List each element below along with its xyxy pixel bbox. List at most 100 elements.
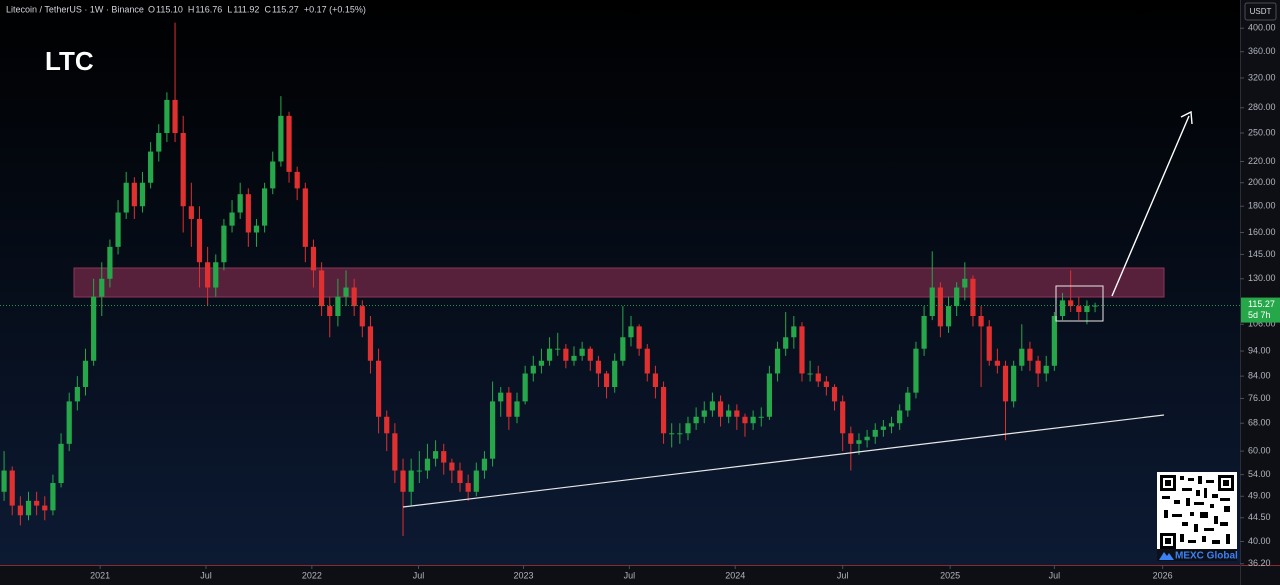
candle-body <box>555 348 561 350</box>
qr-code: MEXC Global <box>1157 472 1238 562</box>
candle-body <box>644 348 650 374</box>
watermark-logo <box>1159 552 1174 560</box>
candle-body <box>1084 305 1090 312</box>
y-tick-label: 106.00 <box>1248 319 1276 329</box>
candle-body <box>278 115 284 162</box>
candle-body <box>123 182 129 213</box>
candle-body <box>856 440 862 444</box>
x-tick-label: 2024 <box>725 570 745 580</box>
candle-body <box>424 458 431 471</box>
y-tick-label: 400.00 <box>1248 23 1276 33</box>
candle-body <box>823 381 829 387</box>
candle-body <box>693 416 699 424</box>
candle-body <box>677 433 683 435</box>
candle-body <box>148 151 154 183</box>
candle-body <box>25 500 32 516</box>
candle-body <box>449 462 455 471</box>
candle-body <box>579 348 585 356</box>
candle-body <box>970 278 976 317</box>
candle-body <box>685 423 691 434</box>
candle-body <box>302 188 308 247</box>
candle-body <box>172 99 178 134</box>
currency: USDT <box>1250 7 1272 16</box>
candle-body <box>335 296 341 317</box>
trendline <box>402 414 1165 508</box>
candle-body <box>758 416 764 418</box>
candle-body <box>669 433 675 435</box>
qr-finder-dot <box>1223 480 1229 486</box>
candle-body <box>929 287 935 317</box>
y-tick-label: 250.00 <box>1248 127 1276 137</box>
candle-body <box>612 360 618 387</box>
candle-body <box>563 348 569 361</box>
x-tick-label: 2022 <box>302 570 322 580</box>
candle-body <box>848 433 854 444</box>
candle-body <box>359 306 365 327</box>
candle-body <box>115 212 121 247</box>
candle-body <box>766 373 773 417</box>
annotation: LTC <box>45 46 94 76</box>
candle-body <box>660 386 667 434</box>
candle-body <box>571 355 577 361</box>
candle-body <box>91 296 97 361</box>
consolidation-box <box>1055 285 1104 322</box>
y-tick-label: 200.00 <box>1248 177 1276 187</box>
resistance-zone <box>73 267 1165 298</box>
candle-body <box>50 483 56 511</box>
ohlc-label: L <box>227 4 232 14</box>
watermark-background <box>1157 549 1237 561</box>
x-tick-label: Jul <box>1049 570 1061 580</box>
y-tick-label: 76.00 <box>1248 393 1271 403</box>
ohlc-label: O <box>148 4 155 14</box>
candle-body <box>74 386 80 402</box>
x-tick-label: 2023 <box>514 570 534 580</box>
candle-body <box>457 470 463 484</box>
candle-body <box>319 270 325 307</box>
candle-body <box>473 470 479 492</box>
candle-body <box>921 316 927 349</box>
candle-body <box>799 326 805 374</box>
candle-body <box>726 410 732 417</box>
y-tick-label: 180.00 <box>1248 201 1276 211</box>
candle-body <box>1059 300 1066 317</box>
candle-body <box>783 337 789 349</box>
candle-body <box>603 373 610 387</box>
candle-body <box>367 326 374 361</box>
ohlc-value: 116.76 <box>195 4 222 14</box>
y-tick-label: 160.00 <box>1248 227 1276 237</box>
candle-body <box>465 483 471 492</box>
candle-body <box>791 326 797 338</box>
candle-body <box>205 262 211 288</box>
ohlc-label: H <box>188 4 195 14</box>
y-tick-label: 54.00 <box>1248 469 1271 479</box>
candle-body <box>286 115 292 172</box>
last-price-tag <box>1241 297 1280 323</box>
candle-body <box>229 212 235 226</box>
candle-body <box>636 326 642 349</box>
candle-body <box>937 287 943 327</box>
ohlc-value: 115.27 <box>272 4 299 14</box>
candle-body <box>384 416 390 434</box>
qr-modules <box>1162 476 1230 544</box>
candle-body <box>978 316 984 327</box>
x-tick-label: Jul <box>413 570 425 580</box>
candle-body <box>262 188 268 226</box>
candle-body <box>717 401 724 417</box>
candle-body <box>652 373 659 387</box>
candle-body <box>522 373 528 402</box>
candle-body <box>180 133 186 207</box>
candle-body <box>1043 365 1049 374</box>
currency-box <box>1244 2 1277 21</box>
x-tick-label: 2021 <box>90 570 110 580</box>
candle-body <box>587 348 593 361</box>
candle-body <box>905 392 911 411</box>
candle-body <box>42 505 48 511</box>
candle-body <box>343 287 349 297</box>
candle-body <box>58 443 64 484</box>
candle-body <box>628 326 634 338</box>
candle-body <box>432 451 439 459</box>
candle-body <box>481 458 488 471</box>
x-tick-label: Jul <box>837 570 849 580</box>
watermark: MEXC Global <box>1175 551 1238 562</box>
